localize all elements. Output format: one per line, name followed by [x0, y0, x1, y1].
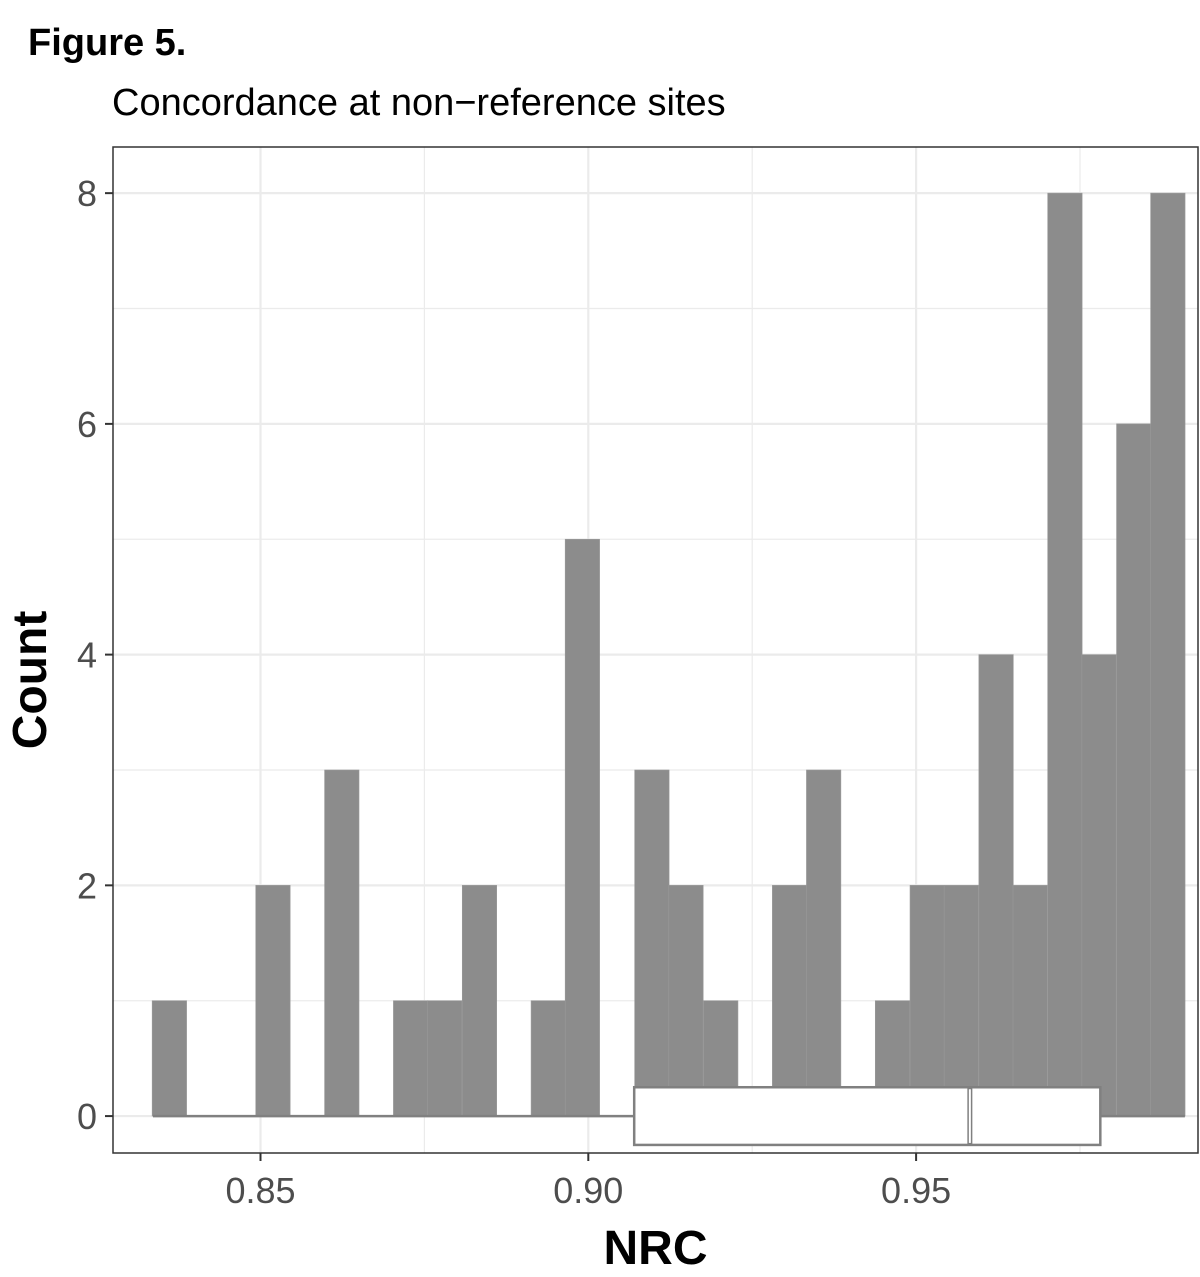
chart-title: Concordance at non−reference sites: [112, 82, 726, 124]
boxplot-box: [632, 1085, 1102, 1147]
y-axis-title: Count: [4, 611, 57, 750]
histogram-bar: [1116, 423, 1152, 1117]
histogram-bar: [943, 885, 979, 1117]
panel-border: [112, 146, 1199, 1154]
histogram-bar: [772, 885, 808, 1117]
boxplot: [152, 1085, 1185, 1147]
y-tick-label: 2: [77, 865, 97, 906]
x-tick-label: 0.90: [553, 1170, 623, 1211]
y-tick-label: 0: [77, 1096, 97, 1137]
histogram-bar: [1081, 654, 1117, 1117]
histogram-bar: [255, 885, 291, 1117]
x-axis-title: NRC: [604, 1222, 708, 1275]
x-tick-label: 0.85: [225, 1170, 295, 1211]
histogram-bar: [668, 885, 704, 1117]
histogram-bars: [151, 192, 1186, 1117]
histogram-bar: [909, 885, 945, 1117]
histogram-bar: [427, 1000, 463, 1117]
figure-label: Figure 5.: [28, 22, 187, 64]
histogram-bar: [530, 1000, 566, 1117]
histogram-bar: [634, 769, 670, 1117]
histogram-bar: [806, 769, 842, 1117]
histogram-bar: [1150, 192, 1186, 1117]
histogram-bar: [393, 1000, 429, 1117]
histogram-bar: [978, 654, 1014, 1117]
y-tick-label: 4: [77, 635, 97, 676]
histogram-bar: [461, 885, 497, 1117]
histogram-bar: [324, 769, 360, 1117]
x-axis-ticks: 0.85 0.90 0.95: [225, 1153, 951, 1211]
histogram-bar: [1047, 192, 1083, 1117]
histogram-bar: [564, 538, 600, 1117]
y-axis-ticks: 0 2 4 6 8: [77, 173, 113, 1137]
x-tick-label: 0.95: [881, 1170, 951, 1211]
y-tick-label: 8: [77, 173, 97, 214]
histogram-bar: [1012, 885, 1048, 1117]
y-tick-label: 6: [77, 404, 97, 445]
histogram-bar: [151, 1000, 187, 1117]
